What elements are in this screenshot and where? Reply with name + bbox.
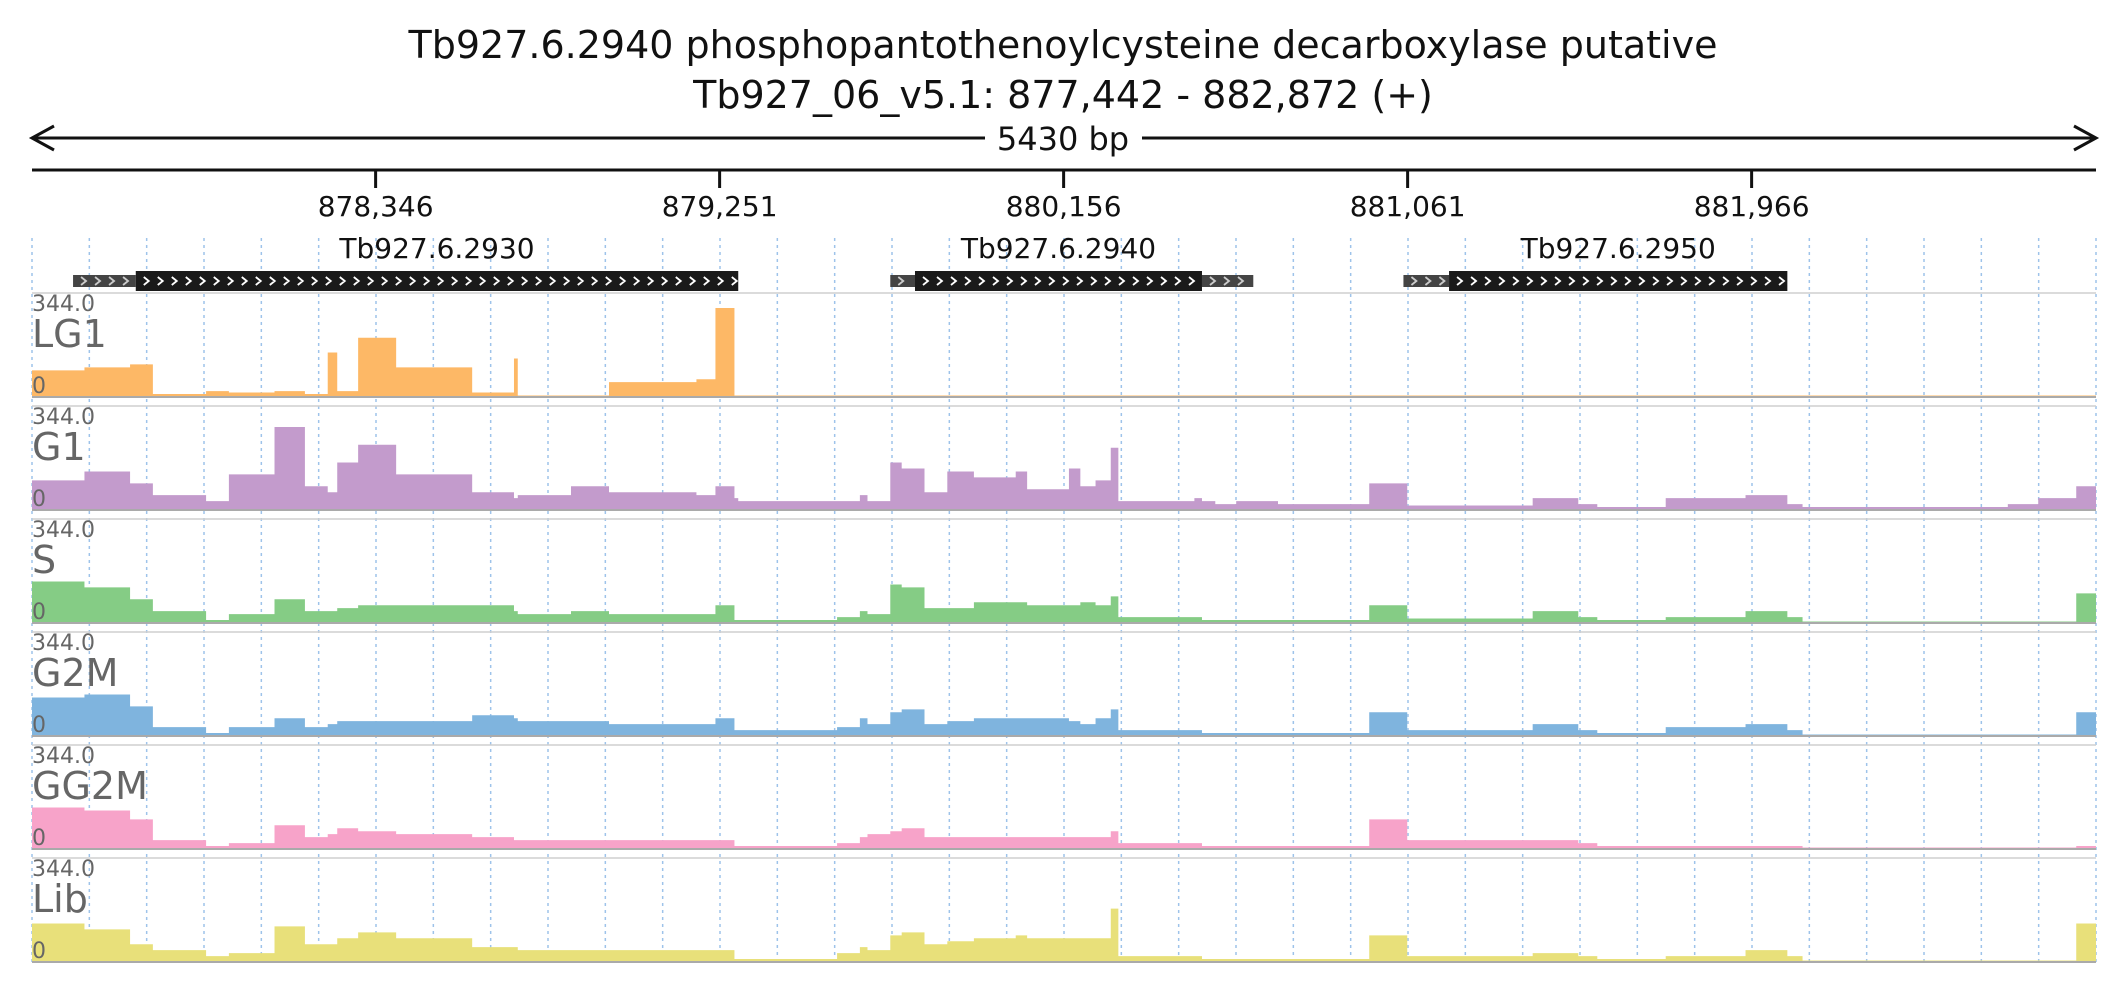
- track-name: G1: [32, 425, 86, 469]
- track-name: LG1: [32, 312, 107, 356]
- strand-chevrons: [80, 276, 130, 286]
- track-max-label: 344.0: [32, 292, 95, 317]
- track-name: S: [32, 538, 56, 582]
- track-name: Lib: [32, 877, 88, 921]
- gene-cds: [914, 271, 1202, 291]
- track-max-label: 344.0: [32, 744, 95, 769]
- gene-feature: Tb927.6.2930: [73, 232, 739, 291]
- track-max-label: 344.0: [32, 405, 95, 430]
- gene-cds: [135, 271, 739, 291]
- gene-cds: [1449, 271, 1788, 291]
- tick-label: 879,251: [662, 190, 778, 223]
- track-min-label: 0: [32, 487, 46, 512]
- tick-label: 881,061: [1350, 190, 1466, 223]
- strand-chevrons: [897, 276, 905, 286]
- strand-chevrons: [1209, 276, 1245, 286]
- ruler-ticks: 878,346 879,251 880,156 881,061 881,966: [318, 170, 1810, 223]
- coverage-tracks: 344.0LG10344.0G10344.0S0344.0G2M0344.0GG…: [32, 292, 2096, 964]
- tick-label: 880,156: [1006, 190, 1122, 223]
- track-g1: 344.0G1 0: [32, 405, 2096, 512]
- track-s: 344.0S 0: [32, 518, 2096, 625]
- chart-title-line2: Tb927_06_v5.1: 877,442 - 882,872 (+): [692, 73, 1433, 117]
- span-label: 5430 bp: [997, 120, 1129, 158]
- coverage-area: [32, 807, 2096, 849]
- track-min-label: 0: [32, 713, 46, 738]
- gene-label: Tb927.6.2950: [1520, 232, 1716, 265]
- track-min-label: 0: [32, 826, 46, 851]
- track-max-label: 344.0: [32, 518, 95, 543]
- coverage-area: [32, 694, 2096, 736]
- gene-label: Tb927.6.2940: [960, 232, 1156, 265]
- gene-annotations: Tb927.6.2930 Tb927.6.2940 Tb927.6.2950: [73, 232, 1788, 291]
- chart-title-line1: Tb927.6.2940 phosphopantothenoylcysteine…: [408, 23, 1718, 67]
- track-name: G2M: [32, 651, 118, 695]
- gene-utr5: [73, 275, 136, 287]
- track-min-label: 0: [32, 600, 46, 625]
- strand-chevrons: [1410, 276, 1446, 286]
- track-min-label: 0: [32, 939, 46, 964]
- track-name: GG2M: [32, 764, 148, 808]
- span-arrow: [28, 124, 2100, 152]
- strand-chevrons: [143, 276, 739, 286]
- strand-chevrons: [922, 276, 1196, 286]
- vertical-grid: [31, 238, 2097, 966]
- coverage-area: [32, 908, 2096, 962]
- tick-label: 881,966: [1694, 190, 1810, 223]
- track-min-label: 0: [32, 374, 46, 399]
- gene-label: Tb927.6.2930: [338, 232, 534, 265]
- track-max-label: 344.0: [32, 857, 95, 882]
- coverage-area: [32, 581, 2096, 623]
- tick-label: 878,346: [318, 190, 434, 223]
- gene-utr5: [1403, 275, 1450, 287]
- coverage-area: [32, 426, 2096, 510]
- gene-feature: Tb927.6.2950: [1403, 232, 1788, 291]
- track-max-label: 344.0: [32, 631, 95, 656]
- strand-chevrons: [1456, 276, 1786, 286]
- gene-feature: Tb927.6.2940: [890, 232, 1254, 291]
